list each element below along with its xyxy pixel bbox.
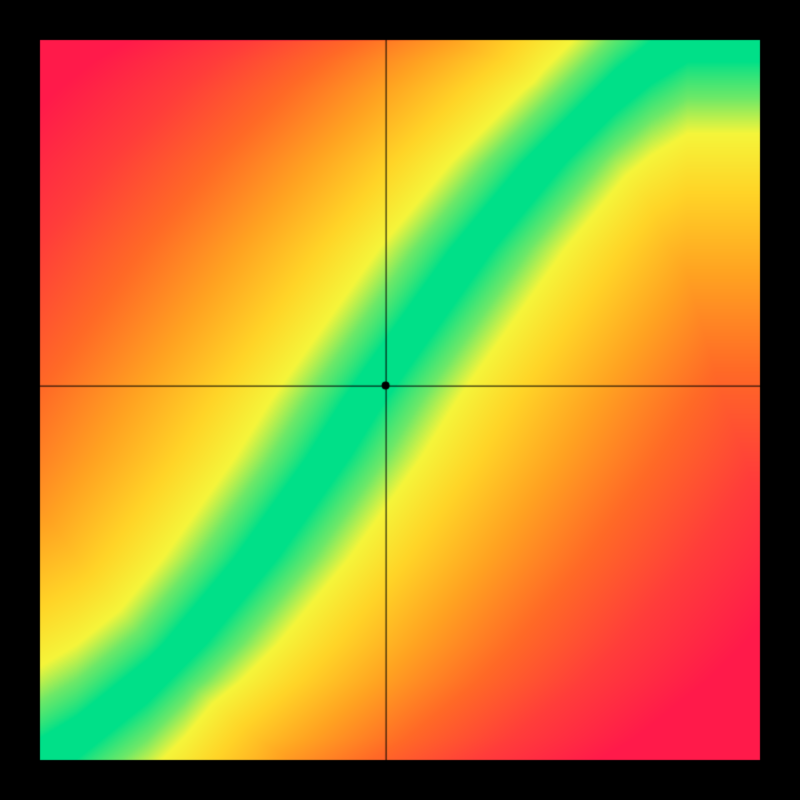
bottleneck-heatmap: { "attribution": { "text": "TheBottlenec… <box>0 0 800 800</box>
attribution-label: TheBottleneck.com <box>592 8 780 31</box>
heatmap-canvas <box>0 0 800 800</box>
